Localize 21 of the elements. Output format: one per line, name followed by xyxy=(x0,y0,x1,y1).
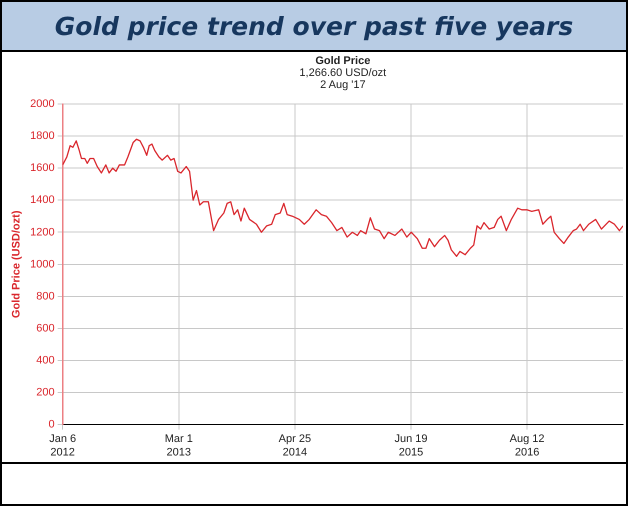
text: 1,266.60 USD/ozt xyxy=(299,67,386,79)
x-tick-label: Jan 6 2012 xyxy=(49,433,76,458)
chart-subtitle: Gold Price xyxy=(315,55,370,67)
chart-title: Gold price trend over past five years xyxy=(54,12,574,40)
x-tick-label: Aug 12 2016 xyxy=(510,433,545,458)
y-tick-label: 0 xyxy=(48,418,55,431)
x-tick-label: Apr 25 2014 xyxy=(278,433,312,458)
y-tick-label: 600 xyxy=(36,322,55,334)
y-tick-label: 1800 xyxy=(30,130,55,142)
y-tick-label: 800 xyxy=(36,290,55,302)
x-tick-label: Mar 1 2013 xyxy=(164,433,193,458)
y-tick-label: 200 xyxy=(36,386,55,399)
y-tick-label: 1000 xyxy=(30,258,55,270)
text: 2 Aug '17 xyxy=(320,79,366,91)
y-tick-label: 1200 xyxy=(30,226,55,238)
y-axis-title: Gold Price (USD/ozt) xyxy=(10,210,23,318)
y-tick-label: 400 xyxy=(36,354,55,367)
x-tick-label: Jun 19 2015 xyxy=(394,433,428,458)
y-tick-label: 1600 xyxy=(30,162,55,174)
y-tick-label: 1400 xyxy=(30,194,55,206)
y-tick-label: 2000 xyxy=(30,98,55,110)
